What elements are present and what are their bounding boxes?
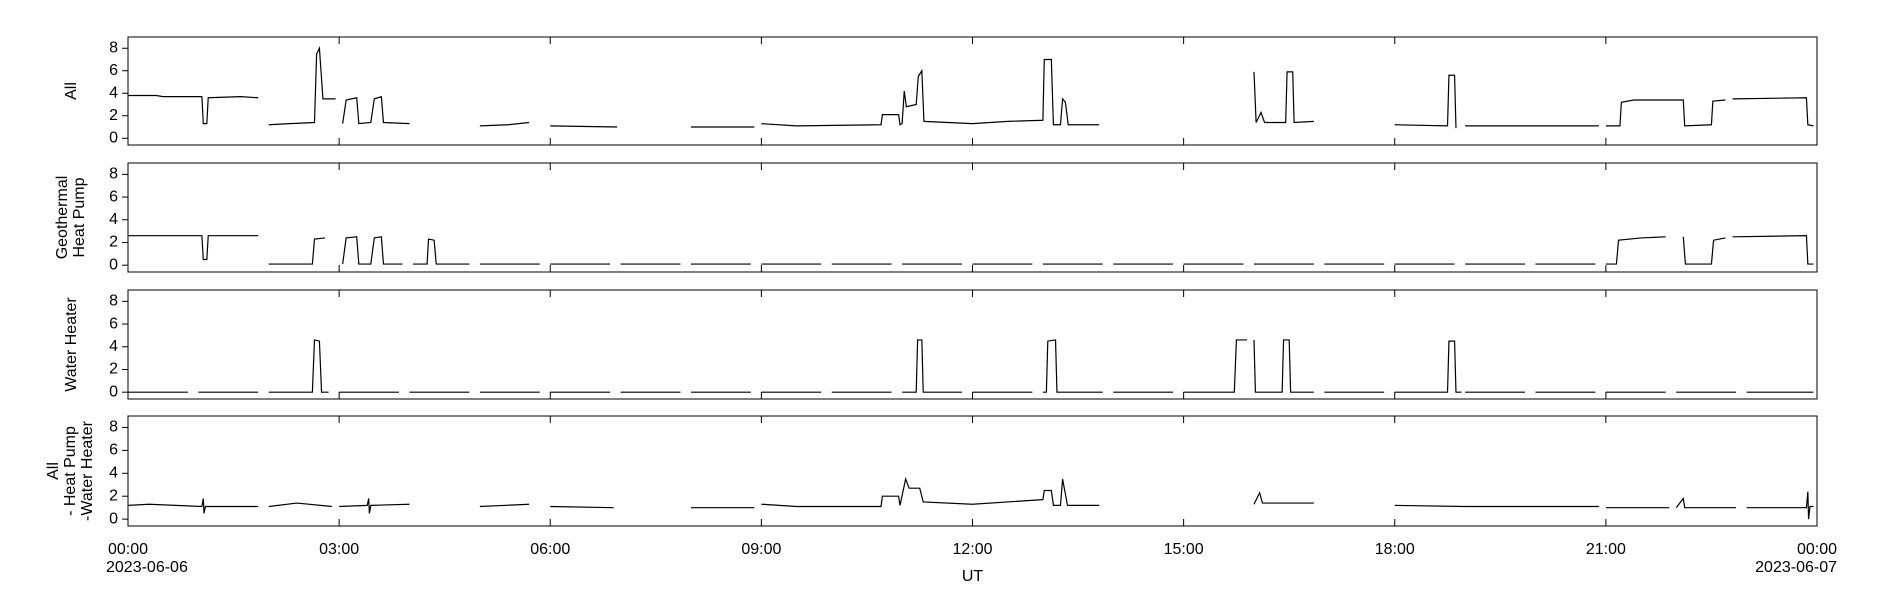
panel-frame	[127, 289, 1818, 400]
y-axis-label: All	[45, 462, 62, 480]
y-tick-label: 2	[109, 234, 118, 251]
y-axis-label: All	[63, 82, 80, 100]
y-tick-label: 8	[109, 293, 118, 310]
y-tick-label: 6	[109, 62, 118, 79]
x-tick-label: 00:00	[1797, 541, 1837, 558]
y-tick-label: 6	[109, 188, 118, 205]
x-axis-label: UT	[962, 568, 984, 585]
y-tick-label: 0	[109, 510, 118, 527]
y-tick-label: 8	[109, 166, 118, 183]
trace	[128, 46, 1814, 129]
y-axis-label: -Water Heater	[79, 420, 96, 521]
x-tick-label: 21:00	[1586, 541, 1626, 558]
x-tick-label: 12:00	[952, 541, 992, 558]
y-tick-label: 6	[109, 442, 118, 459]
x-tick-label: 06:00	[530, 541, 570, 558]
panel-frame	[127, 36, 1818, 146]
y-tick-label: 4	[109, 338, 118, 355]
y-tick-label: 4	[109, 211, 118, 228]
y-tick-label: 4	[109, 465, 118, 482]
y-axis-label: - Heat Pump	[62, 426, 79, 516]
trace	[127, 476, 1814, 520]
y-tick-label: 4	[109, 84, 118, 101]
trace	[128, 339, 1814, 393]
y-tick-label: 8	[109, 39, 118, 56]
y-axis-label: Geothermal	[54, 176, 71, 260]
y-tick-label: 2	[109, 361, 118, 378]
x-tick-label: 18:00	[1375, 541, 1415, 558]
y-tick-label: 2	[109, 487, 118, 504]
y-tick-label: 6	[109, 315, 118, 332]
y-tick-label: 2	[109, 107, 118, 124]
y-tick-label: 0	[109, 256, 118, 273]
panel-frame	[127, 162, 1818, 273]
x-tick-label: 09:00	[741, 541, 781, 558]
trace	[128, 235, 1814, 265]
y-tick-label: 8	[109, 419, 118, 436]
y-axis-label: Heat Pump	[71, 177, 88, 257]
y-tick-label: 0	[109, 129, 118, 146]
x-tick-label: 15:00	[1164, 541, 1204, 558]
y-axis-label: Water Heater	[63, 297, 80, 392]
x-tick-label: 03:00	[319, 541, 359, 558]
start-date: 2023-06-06	[106, 559, 188, 576]
end-date: 2023-06-07	[1755, 559, 1837, 576]
y-tick-label: 0	[109, 383, 118, 400]
x-tick-label: 00:00	[108, 541, 148, 558]
panel-frame	[127, 415, 1818, 527]
